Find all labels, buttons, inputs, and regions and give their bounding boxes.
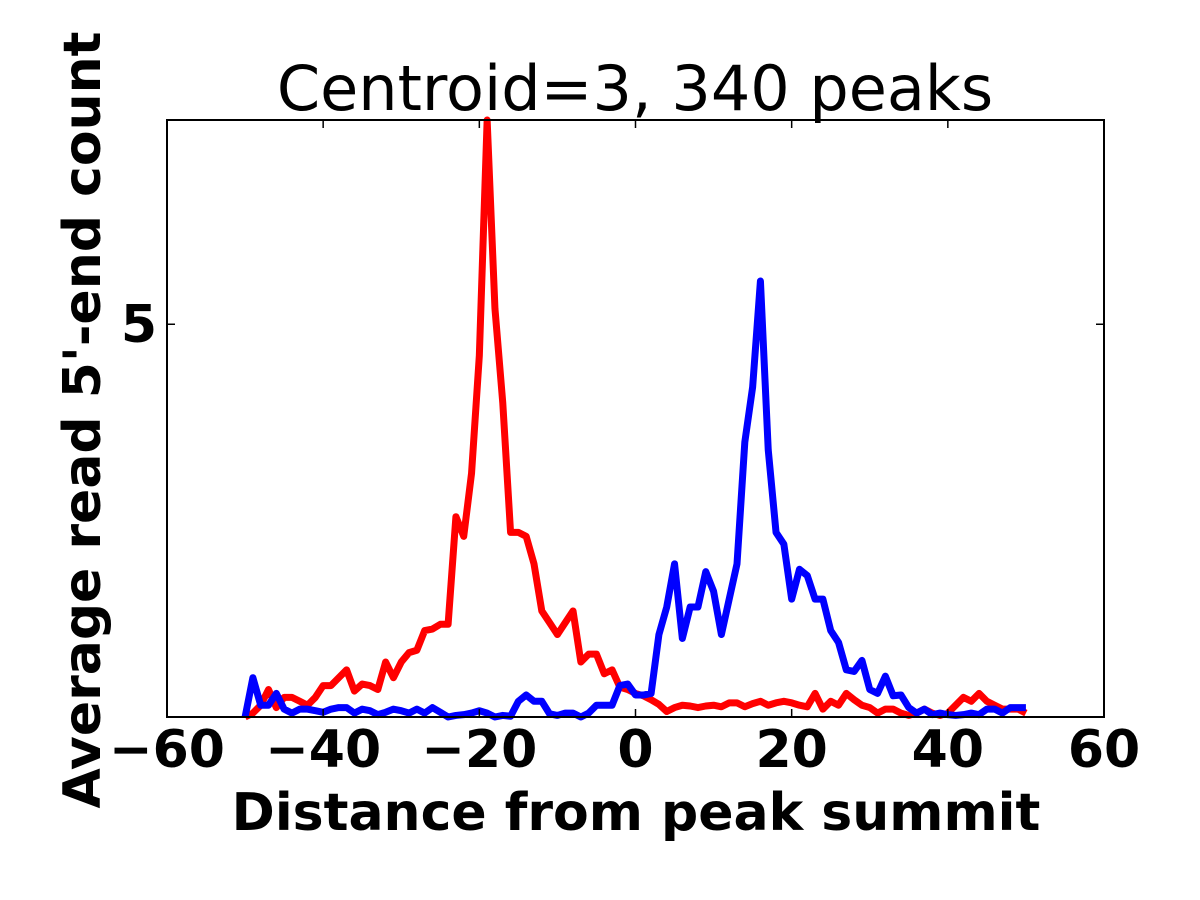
x-tick-label-5: 40 [912, 720, 984, 780]
series-line-2 [241, 277, 1026, 721]
x-tick-label-4: 20 [755, 720, 827, 780]
x-axis-label: Distance from peak summit [232, 783, 1041, 843]
plot-area [241, 116, 1028, 721]
x-tick-label-0: −60 [109, 720, 225, 780]
series-line-1 [243, 116, 1028, 721]
tick-labels: −60 −40 −20 0 20 40 60 5 [109, 295, 1140, 780]
plot-frame [166, 119, 1105, 718]
x-tick-label-6: 60 [1068, 720, 1140, 780]
x-tick-label-3: 0 [617, 720, 653, 780]
axis-ticks [166, 120, 1105, 717]
chart-title: Centroid=3, 340 peaks [277, 52, 993, 125]
x-tick-label-2: −20 [421, 720, 537, 780]
y-tick-label-0: 5 [121, 295, 157, 355]
y-axis-label: Average read 5'-end count [53, 32, 113, 809]
x-tick-label-1: −40 [265, 720, 381, 780]
